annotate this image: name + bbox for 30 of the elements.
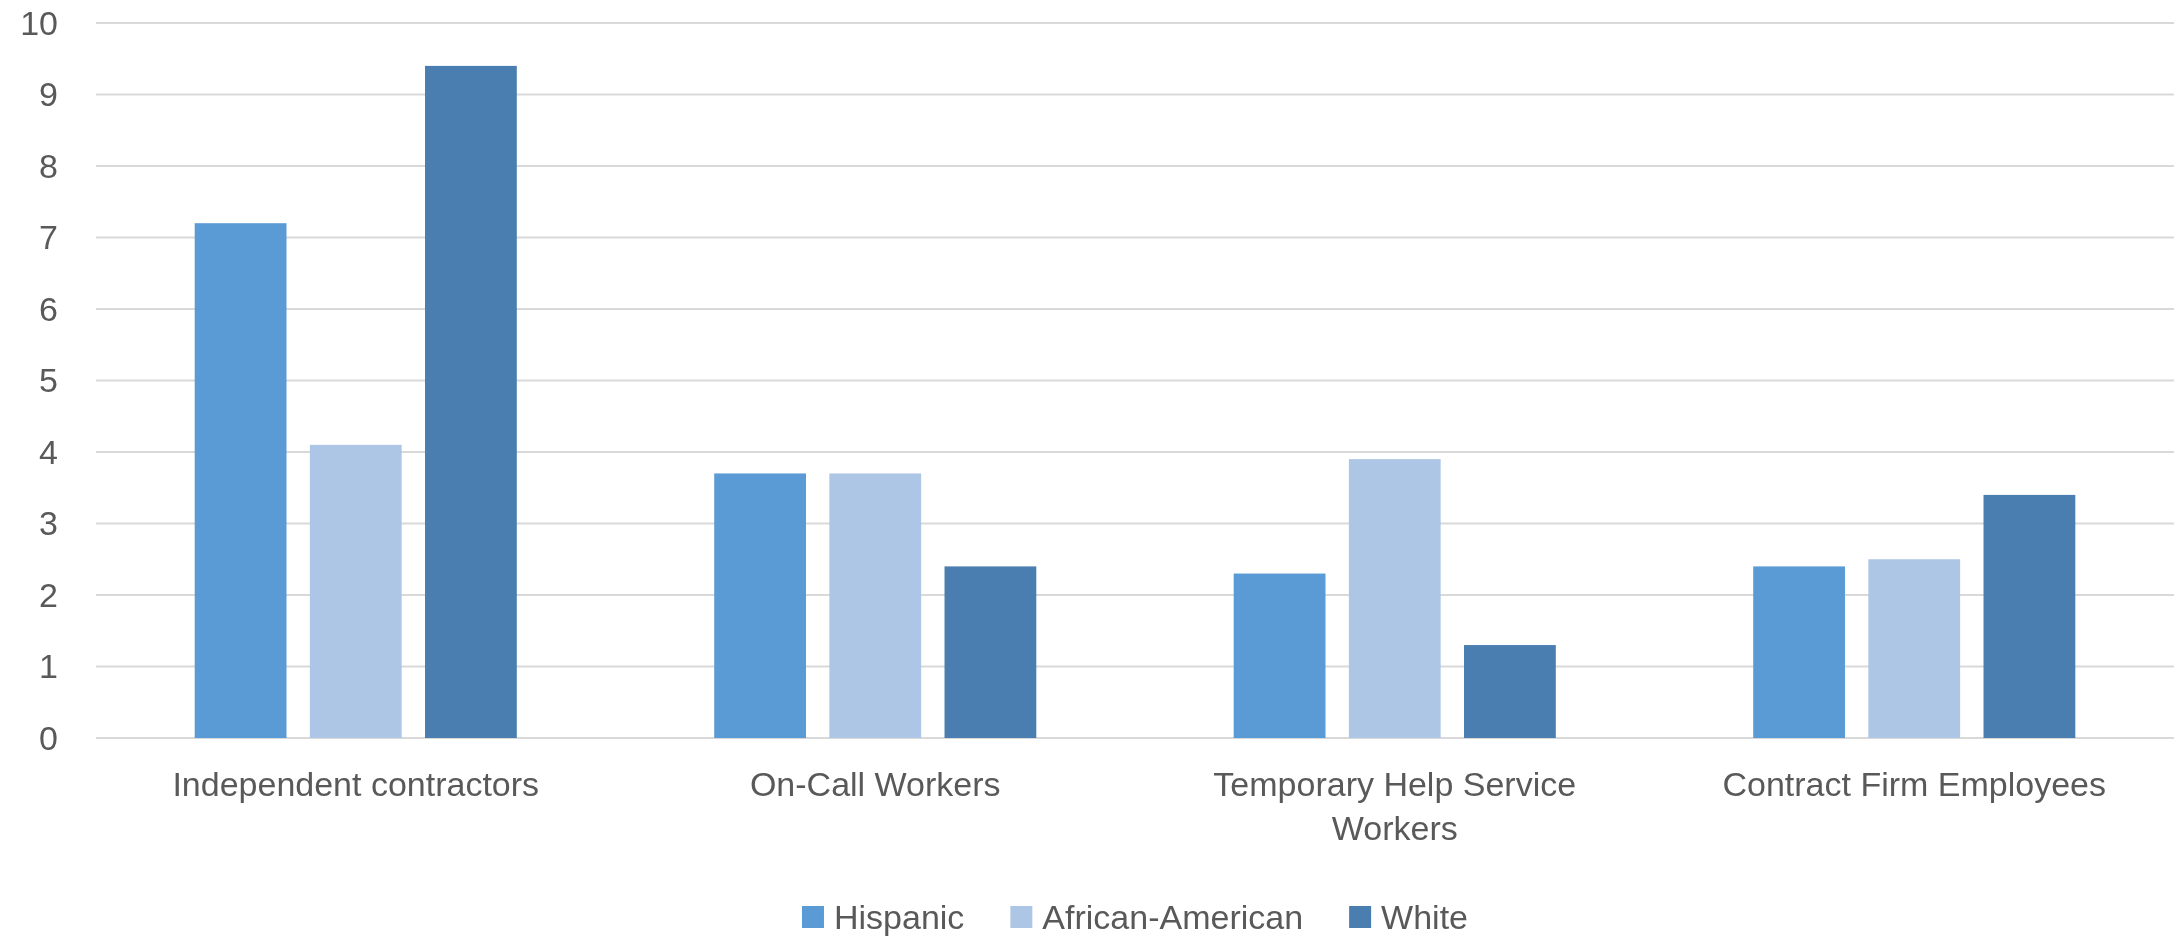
bar xyxy=(944,566,1037,738)
bar xyxy=(1983,494,2076,738)
bar xyxy=(309,444,402,738)
bar xyxy=(1868,559,1961,738)
bar xyxy=(1233,573,1326,738)
bar xyxy=(425,65,517,738)
y-tick-label: 4 xyxy=(39,432,58,471)
bar xyxy=(1464,645,1556,738)
y-tick-label: 9 xyxy=(39,75,58,114)
x-tick-label: Temporary Help Service Workers xyxy=(1213,765,1577,847)
bar xyxy=(829,473,922,738)
y-tick-label: 6 xyxy=(39,289,58,328)
y-tick-label: 7 xyxy=(39,218,58,257)
legend-label: Hispanic xyxy=(833,897,965,936)
y-tick-label: 0 xyxy=(39,718,58,757)
y-tick-label: 8 xyxy=(39,146,58,185)
legend-label: White xyxy=(1381,897,1469,936)
x-tick-label: Independent contractors xyxy=(172,765,540,803)
bar xyxy=(1753,566,1845,738)
bar xyxy=(194,223,287,738)
y-tick-label: 10 xyxy=(20,3,58,42)
y-tick-label: 3 xyxy=(39,504,58,543)
y-tick-label: 5 xyxy=(39,361,58,400)
x-tick-label: On-Call Workers xyxy=(749,765,1001,803)
y-tick-label: 2 xyxy=(39,575,58,614)
bar xyxy=(1348,459,1441,738)
x-tick-label: Contract Firm Employees xyxy=(1722,765,2107,803)
legend-label: African-American xyxy=(1042,897,1304,936)
y-tick-label: 1 xyxy=(39,647,58,686)
bar xyxy=(714,473,806,738)
